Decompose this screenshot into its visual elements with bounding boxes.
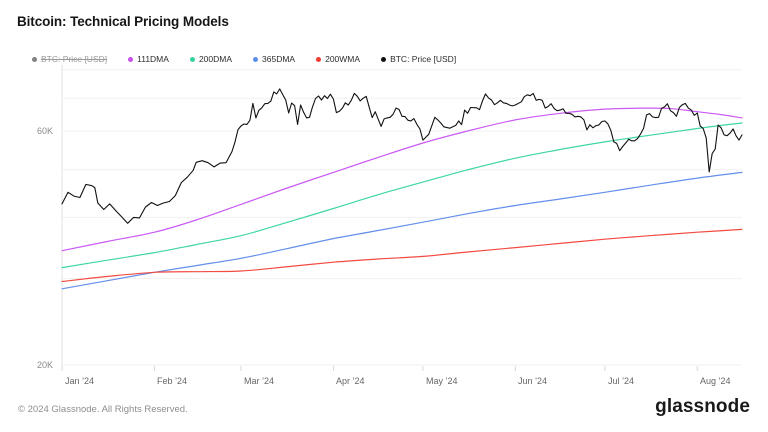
copyright-text: © 2024 Glassnode. All Rights Reserved. — [18, 404, 188, 415]
series-line-200dma — [61, 122, 743, 269]
series-line-200wma — [61, 228, 743, 283]
legend-dot-icon — [381, 56, 387, 62]
legend-item-200wma[interactable]: 200WMA — [316, 54, 360, 64]
legend-item-btc-price-usd--disabled[interactable]: BTC: Price [USD] — [32, 54, 107, 64]
y-axis-label: 20K — [36, 360, 53, 370]
legend-dot-icon — [32, 56, 37, 62]
y-axis-label: 60K — [36, 126, 53, 136]
legend-item-label: 200DMA — [198, 54, 233, 64]
legend-dot-icon — [316, 56, 322, 62]
legend-item-365dma[interactable]: 365DMA — [253, 54, 295, 64]
page-title: Bitcoin: Technical Pricing Models — [17, 14, 229, 29]
x-axis-label: Mar ’24 — [244, 376, 275, 386]
legend-dot-icon — [189, 56, 195, 62]
x-axis-label: Jun ’24 — [518, 376, 548, 386]
glassnode-logo[interactable]: glassnode — [655, 396, 750, 417]
legend-item-label: BTC: Price [USD] — [390, 54, 457, 64]
x-axis-label: Apr ’24 — [336, 376, 365, 386]
x-axis-label: Jan ’24 — [65, 376, 95, 386]
legend-item-111dma[interactable]: 111DMA — [128, 54, 169, 64]
series-line-btc-price-usd- — [61, 88, 743, 224]
legend-dot-icon — [128, 56, 134, 62]
legend-item-btc-price-usd-[interactable]: BTC: Price [USD] — [381, 54, 456, 64]
x-axis-label: May ’24 — [426, 376, 458, 386]
series-line-111dma — [61, 107, 743, 252]
legend-item-label: BTC: Price [USD] — [41, 54, 108, 64]
legend-item-label: 111DMA — [137, 54, 169, 64]
legend: BTC: Price [USD] 111DMA 200DMA 365DMA 200WMA… — [32, 54, 456, 64]
legend-item-label: 365DMA — [262, 54, 296, 64]
legend-item-200dma[interactable]: 200DMA — [189, 54, 233, 64]
series-line-365dma — [61, 171, 743, 290]
legend-item-label: 200WMA — [325, 54, 361, 64]
x-axis-label: Feb ’24 — [157, 376, 188, 386]
x-axis-label: Jul ’24 — [608, 376, 635, 386]
legend-dot-icon — [253, 56, 259, 62]
x-axis-label: Aug ’24 — [700, 376, 731, 386]
